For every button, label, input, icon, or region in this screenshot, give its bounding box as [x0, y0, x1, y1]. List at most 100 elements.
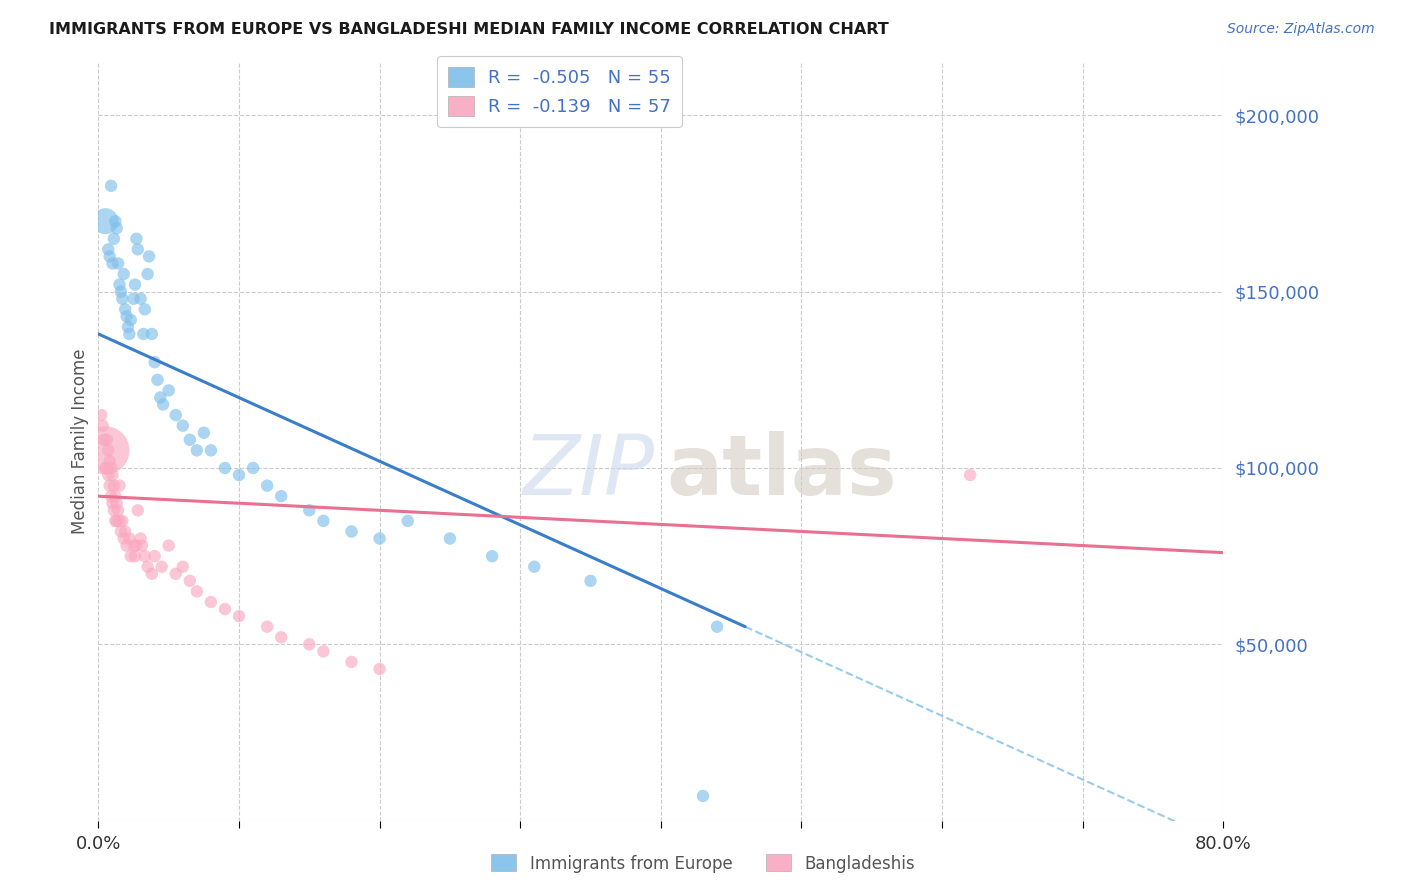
Point — [157, 384, 180, 398]
Point — [125, 232, 148, 246]
Point — [115, 539, 138, 553]
Point — [108, 478, 131, 492]
Point — [179, 574, 201, 588]
Point — [132, 326, 155, 341]
Point — [122, 292, 145, 306]
Point — [228, 468, 250, 483]
Point — [101, 256, 124, 270]
Point — [340, 524, 363, 539]
Point — [108, 514, 131, 528]
Point — [100, 489, 122, 503]
Point — [100, 178, 122, 193]
Legend: R =  -0.505   N = 55, R =  -0.139   N = 57: R = -0.505 N = 55, R = -0.139 N = 57 — [437, 56, 682, 127]
Point — [110, 285, 132, 299]
Point — [270, 630, 292, 644]
Point — [152, 397, 174, 411]
Point — [706, 620, 728, 634]
Point — [129, 532, 152, 546]
Point — [117, 320, 139, 334]
Point — [165, 408, 187, 422]
Point — [118, 326, 141, 341]
Point — [101, 496, 124, 510]
Point — [104, 514, 127, 528]
Point — [143, 355, 166, 369]
Point — [136, 267, 159, 281]
Point — [141, 326, 163, 341]
Point — [96, 433, 118, 447]
Point — [481, 549, 503, 563]
Point — [193, 425, 215, 440]
Point — [368, 662, 391, 676]
Point — [692, 789, 714, 803]
Point — [959, 468, 981, 483]
Point — [124, 549, 146, 563]
Point — [107, 256, 129, 270]
Point — [104, 489, 127, 503]
Point — [122, 539, 145, 553]
Point — [98, 249, 121, 263]
Point — [105, 496, 128, 510]
Point — [94, 443, 117, 458]
Point — [138, 249, 160, 263]
Point — [298, 637, 321, 651]
Text: ZIP: ZIP — [523, 432, 655, 512]
Point — [115, 310, 138, 324]
Point — [134, 302, 156, 317]
Point — [96, 461, 118, 475]
Point — [396, 514, 419, 528]
Point — [523, 559, 546, 574]
Point — [94, 214, 117, 228]
Point — [127, 503, 149, 517]
Point — [94, 461, 117, 475]
Point — [200, 443, 222, 458]
Point — [107, 503, 129, 517]
Point — [214, 602, 236, 616]
Point — [110, 524, 132, 539]
Point — [136, 559, 159, 574]
Point — [98, 478, 121, 492]
Point — [146, 373, 169, 387]
Point — [120, 313, 142, 327]
Point — [214, 461, 236, 475]
Point — [256, 620, 278, 634]
Point — [165, 566, 187, 581]
Point — [270, 489, 292, 503]
Text: atlas: atlas — [666, 432, 897, 512]
Point — [101, 468, 124, 483]
Point — [97, 468, 120, 483]
Point — [228, 609, 250, 624]
Text: IMMIGRANTS FROM EUROPE VS BANGLADESHI MEDIAN FAMILY INCOME CORRELATION CHART: IMMIGRANTS FROM EUROPE VS BANGLADESHI ME… — [49, 22, 889, 37]
Point — [103, 232, 125, 246]
Point — [579, 574, 602, 588]
Point — [179, 433, 201, 447]
Point — [150, 559, 173, 574]
Y-axis label: Median Family Income: Median Family Income — [70, 349, 89, 534]
Point — [105, 221, 128, 235]
Point — [368, 532, 391, 546]
Point — [114, 524, 136, 539]
Point — [127, 243, 149, 257]
Point — [134, 549, 156, 563]
Point — [157, 539, 180, 553]
Point — [103, 478, 125, 492]
Point — [98, 454, 121, 468]
Point — [143, 549, 166, 563]
Legend: Immigrants from Europe, Bangladeshis: Immigrants from Europe, Bangladeshis — [485, 847, 921, 880]
Point — [200, 595, 222, 609]
Point — [114, 302, 136, 317]
Point — [111, 514, 134, 528]
Point — [103, 503, 125, 517]
Point — [97, 443, 120, 458]
Point — [118, 532, 141, 546]
Point — [172, 418, 194, 433]
Point — [129, 292, 152, 306]
Point — [256, 478, 278, 492]
Point — [242, 461, 264, 475]
Point — [312, 514, 335, 528]
Point — [172, 559, 194, 574]
Point — [439, 532, 461, 546]
Point — [125, 539, 148, 553]
Point — [97, 243, 120, 257]
Point — [298, 503, 321, 517]
Point — [104, 214, 127, 228]
